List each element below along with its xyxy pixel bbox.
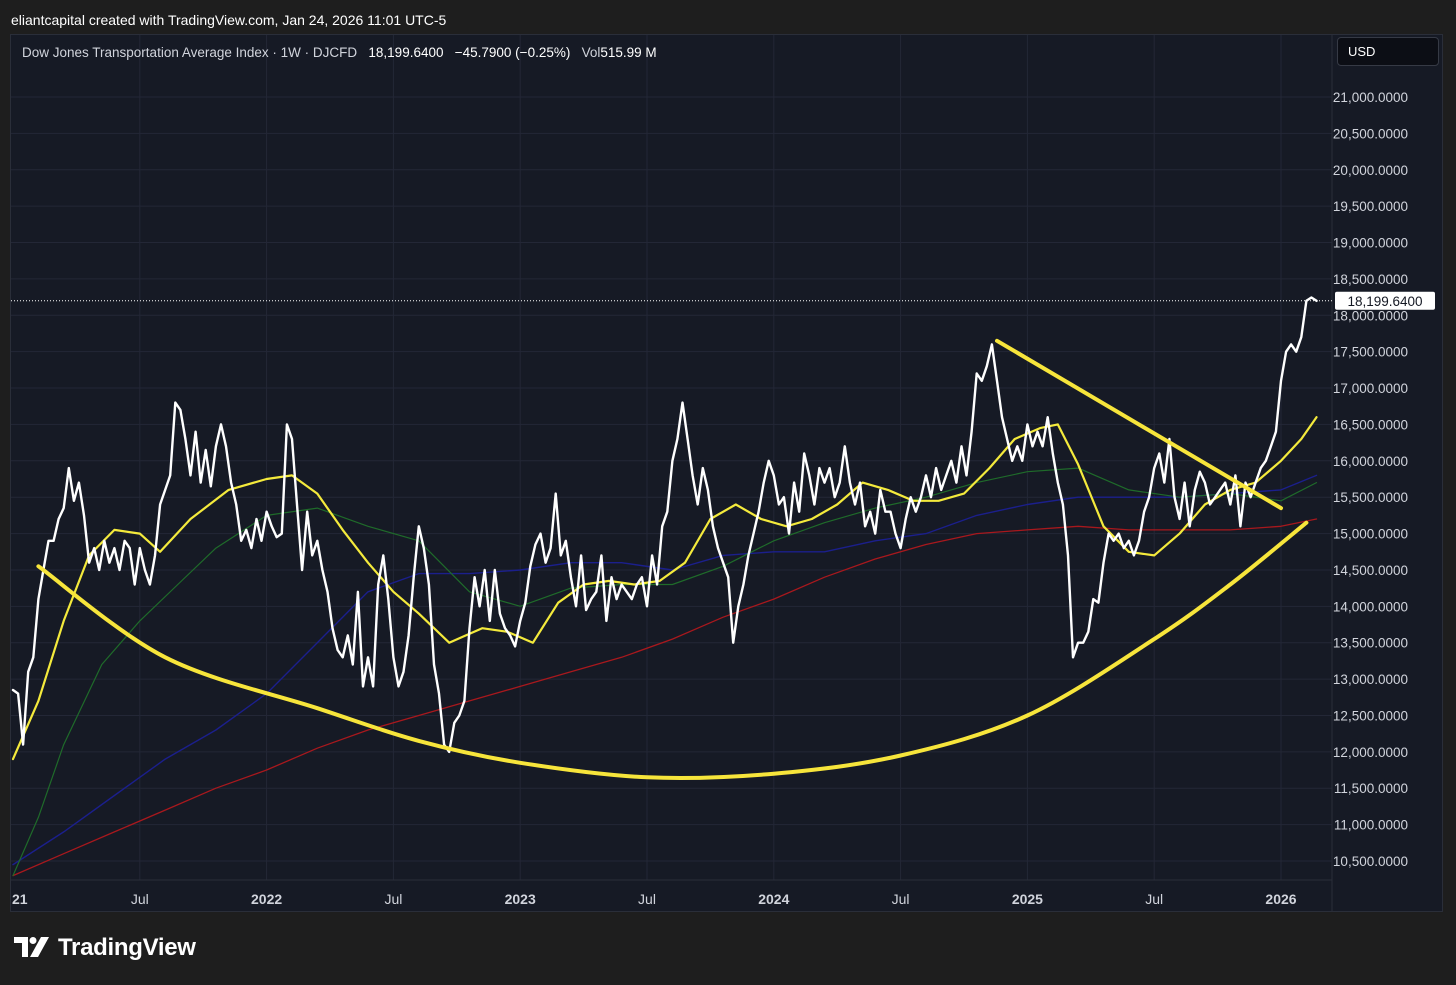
y-tick-label: 12,500.0000 (1333, 708, 1408, 723)
y-tick-label: 21,000.0000 (1333, 90, 1408, 105)
chart-pane[interactable]: 21,000.0000 20,500.0000 20,000.0000 19,500.… (10, 34, 1443, 912)
x-tick-label: 2025 (1012, 891, 1043, 907)
x-tick-label: 21 (12, 891, 28, 907)
x-tick-label: Jul (1145, 891, 1163, 907)
y-tick-label: 12,000.0000 (1333, 745, 1408, 760)
last-price: 18,199.6400 (368, 45, 444, 60)
y-tick-label: 16,500.0000 (1333, 417, 1408, 432)
y-tick-label: 14,000.0000 (1333, 599, 1408, 614)
last-price-tag (1335, 291, 1435, 310)
x-tick-label: Jul (892, 891, 910, 907)
y-tick-label: 17,000.0000 (1333, 381, 1408, 396)
y-tick-label: 15,500.0000 (1333, 490, 1408, 505)
currency-selector[interactable]: USD (1337, 37, 1439, 66)
grid (11, 35, 1332, 880)
volume-value: 515.99 M (600, 45, 657, 60)
symbol-name[interactable]: Dow Jones Transportation Average Index ·… (22, 45, 358, 60)
axis-layer: 21,000.0000 20,500.0000 20,000.0000 19,500.… (11, 35, 1435, 911)
curve-support-line (36, 520, 1309, 781)
y-tick-label: 19,000.0000 (1333, 236, 1408, 251)
x-tick-label: 2026 (1265, 891, 1296, 907)
series-layer (11, 296, 1318, 877)
price-line (11, 296, 1318, 754)
y-tick-label: 18,500.0000 (1333, 272, 1408, 287)
y-tick-label: 13,000.0000 (1333, 672, 1408, 687)
last-price-tag-label: 18,199.6400 (1347, 294, 1422, 309)
annotation-layer (36, 338, 1309, 781)
y-tick-label: 11,000.0000 (1334, 818, 1408, 833)
tradingview-logo: TradingView (14, 934, 196, 962)
y-tick-label: 14,500.0000 (1333, 563, 1408, 578)
sma-longest-line (12, 518, 1318, 877)
y-tick-label: 15,000.0000 (1333, 527, 1408, 542)
x-tick-label: 2023 (505, 891, 536, 907)
x-tick-label: Jul (131, 891, 149, 907)
trendline-resistance-line (995, 338, 1283, 511)
volume-label: Vol (581, 45, 601, 60)
x-tick-label: 2022 (251, 891, 282, 907)
sma-slow-line (12, 474, 1318, 866)
price-chart[interactable]: 21,000.0000 20,500.0000 20,000.0000 19,500.… (11, 35, 1442, 911)
y-tick-label: 20,500.0000 (1333, 126, 1408, 141)
y-tick-label: 13,500.0000 (1333, 636, 1408, 651)
x-tick-label: 2024 (758, 891, 789, 907)
symbol-legend: Dow Jones Transportation Average Index ·… (22, 45, 657, 60)
price-change: −45.7900 (−0.25%) (454, 45, 571, 60)
y-tick-label: 11,500.0000 (1334, 781, 1408, 796)
y-tick-label: 19,500.0000 (1333, 199, 1408, 214)
x-tick-label: Jul (384, 891, 402, 907)
y-tick-label: 16,000.0000 (1333, 454, 1408, 469)
tradingview-logo-icon (14, 937, 49, 957)
y-tick-label: 20,000.0000 (1333, 163, 1408, 178)
y-tick-label: 10,500.0000 (1333, 854, 1408, 869)
y-tick-label: 17,500.0000 (1333, 345, 1408, 360)
currency-label: USD (1348, 44, 1376, 59)
tradingview-logo-text: TradingView (58, 934, 196, 961)
y-tick-label: 18,000.0000 (1333, 308, 1408, 323)
x-tick-label: Jul (638, 891, 656, 907)
chart-caption: eliantcapital created with TradingView.c… (11, 12, 447, 28)
